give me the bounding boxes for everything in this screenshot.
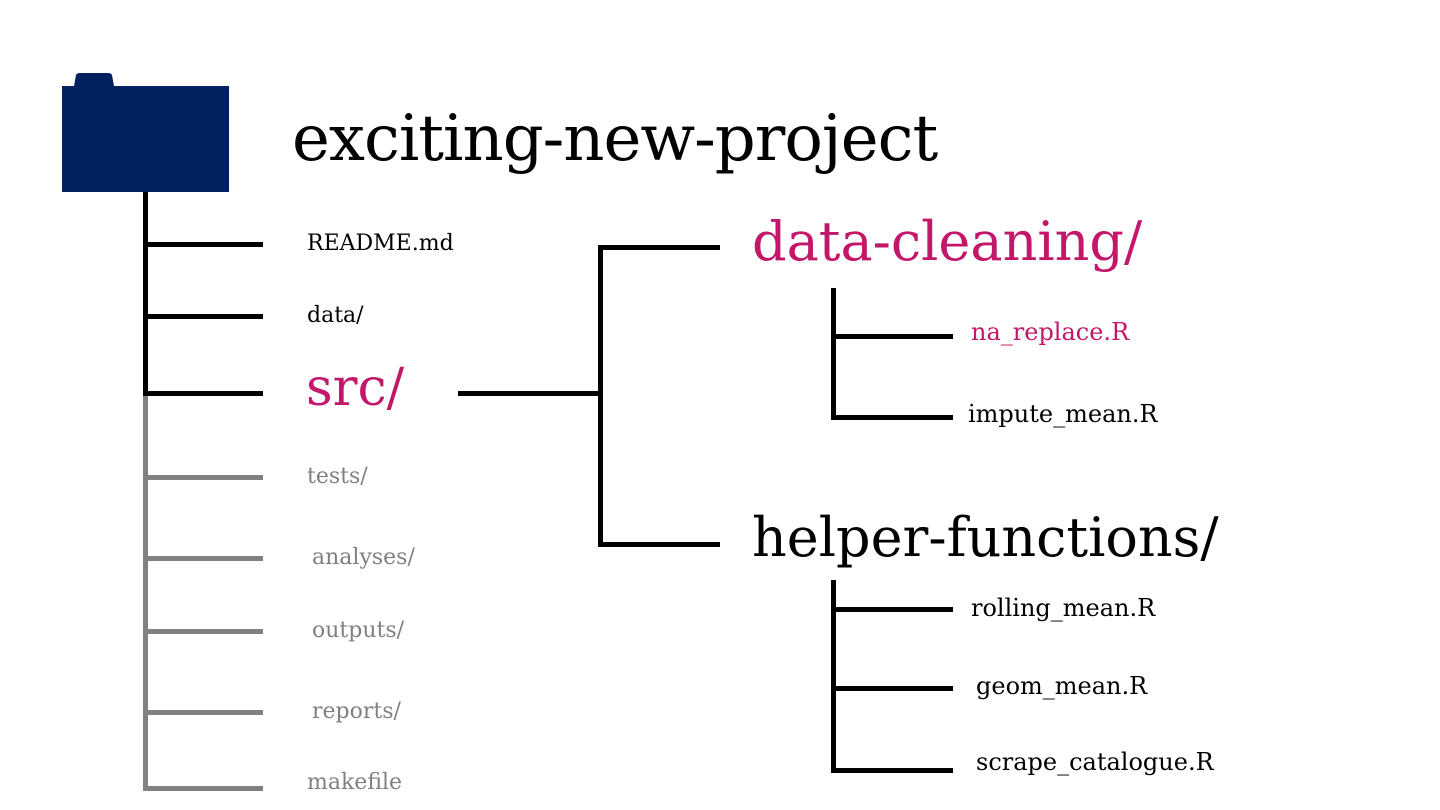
branch-helper-functions (598, 542, 720, 547)
file-rolling-mean: rolling_mean.R (971, 594, 1156, 622)
folder-outputs: outputs/ (312, 618, 405, 643)
src-trunk-line (598, 245, 603, 547)
root-folder-name: exciting-new-project (292, 102, 938, 176)
branch-impute-mean (831, 415, 953, 420)
branch-na-replace (831, 334, 953, 339)
branch-scrape-catalogue (831, 768, 953, 773)
branch-data-cleaning (598, 245, 720, 250)
folder-analyses: analyses/ (312, 545, 415, 570)
file-makefile: makefile (307, 770, 403, 795)
root-trunk-line-primary (143, 192, 148, 394)
file-geom-mean: geom_mean.R (976, 672, 1148, 700)
branch-makefile (143, 786, 263, 791)
folder-reports: reports/ (312, 699, 401, 724)
branch-src (143, 391, 263, 396)
branch-data (143, 314, 263, 319)
folder-icon-shape (62, 73, 229, 192)
folder-src: src/ (306, 358, 405, 418)
folder-helper-functions: helper-functions/ (752, 506, 1219, 569)
helper-functions-trunk-line (831, 580, 836, 773)
branch-outputs (143, 629, 263, 634)
branch-geom-mean (831, 686, 953, 691)
src-connector-line (458, 391, 603, 396)
folder-data: data/ (307, 303, 364, 328)
data-cleaning-trunk-line (831, 288, 836, 420)
file-impute-mean: impute_mean.R (968, 400, 1158, 428)
branch-tests (143, 475, 263, 480)
file-readme: README.md (307, 231, 454, 256)
file-na-replace: na_replace.R (971, 318, 1130, 346)
file-scrape-catalogue: scrape_catalogue.R (976, 748, 1214, 776)
branch-rolling-mean (831, 607, 953, 612)
branch-analyses (143, 556, 263, 561)
branch-reports (143, 710, 263, 715)
folder-icon (62, 73, 229, 192)
folder-data-cleaning: data-cleaning/ (752, 210, 1143, 273)
root-trunk-line-secondary (143, 394, 148, 790)
folder-tests: tests/ (307, 464, 368, 489)
branch-readme (143, 242, 263, 247)
